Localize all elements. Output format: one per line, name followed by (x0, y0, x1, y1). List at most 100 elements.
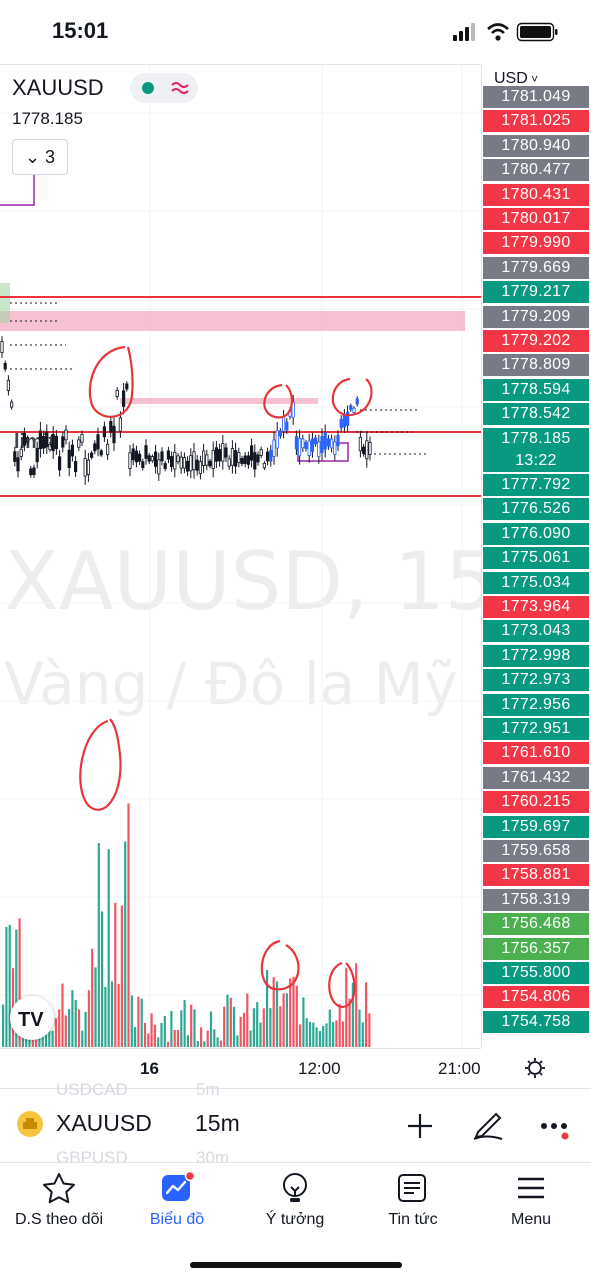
candle-body (256, 454, 260, 463)
volume-bar (236, 1035, 239, 1047)
volume-bar (173, 1029, 176, 1047)
candle-body (45, 431, 49, 447)
candle-body (163, 463, 167, 470)
volume-bar (147, 1033, 150, 1047)
drawing-tools-button[interactable] (470, 1106, 506, 1142)
candle-body (58, 456, 62, 471)
volume-bar (305, 1018, 308, 1047)
volume-bar (140, 998, 143, 1047)
candle-body (230, 448, 234, 466)
chart-symbol-title[interactable]: XAUUSD (12, 75, 104, 100)
volume-bar (322, 1025, 325, 1047)
indicator-collapse-button[interactable]: ⌄ 3 (12, 139, 68, 175)
purple-marker (0, 165, 35, 206)
price-axis-label: 1772.973 (483, 669, 589, 692)
volume-bar (262, 1008, 265, 1047)
price-axis[interactable]: 1781.049 1781.025 1780.940 1780.477 1780.431… (481, 64, 591, 1048)
candle-body (99, 450, 103, 456)
limit-label: limit (14, 431, 55, 453)
candle-body (352, 407, 356, 413)
volume-bar (51, 1030, 54, 1047)
chart-settings-button[interactable] (481, 1048, 591, 1088)
candle-body (301, 438, 305, 449)
volume-bar (134, 1026, 137, 1047)
candle-body (358, 436, 363, 452)
candle-body (294, 436, 299, 450)
volume-bar (348, 998, 351, 1047)
add-button[interactable] (404, 1110, 436, 1142)
candle-body (147, 455, 151, 462)
candle-body (227, 458, 231, 467)
candle-body (19, 448, 23, 457)
candle-body (243, 455, 247, 464)
volume-bar (203, 1041, 206, 1047)
candle-body (285, 421, 289, 431)
price-axis-label: 1772.998 (483, 644, 589, 667)
volume-bar (97, 843, 100, 1047)
price-axis-label: 1780.477 (483, 159, 589, 182)
nav-ideas[interactable]: Ý tưởng (236, 1171, 354, 1241)
candle-body (192, 451, 196, 471)
volume-bar (107, 849, 110, 1047)
nav-news[interactable]: Tin tức (354, 1171, 472, 1241)
nav-chart[interactable]: Biểu đồ (118, 1171, 236, 1241)
candles (0, 336, 372, 485)
currency-select[interactable]: USD ˅ (494, 70, 538, 88)
volume-bar (127, 803, 130, 1047)
time-axis[interactable]: 16 12:00 21:00 (0, 1048, 481, 1089)
candle-body (137, 453, 142, 462)
price-axis-label: 1778.185 13:22 (483, 427, 589, 472)
price-axis-label: 1777.792 (483, 474, 589, 496)
ghost-symbol: USDCAD (56, 1080, 128, 1099)
volume-bar (68, 1009, 71, 1047)
market-status-pill[interactable] (130, 73, 198, 103)
chart-area[interactable]: XAUUSD, 15 Vàng / Đô la Mỹ (0, 64, 481, 1049)
gold-icon (17, 1111, 43, 1137)
volume-bar (186, 1035, 189, 1047)
candle-body (38, 430, 43, 450)
volume-bar (94, 967, 97, 1047)
delay-wave-icon (171, 82, 189, 94)
volume-bar (143, 1022, 147, 1047)
candle-body (217, 449, 222, 462)
volume-bar (302, 997, 305, 1047)
horizontal-levels (0, 296, 481, 497)
candle-body (134, 450, 138, 463)
more-options-button[interactable] (538, 1112, 574, 1142)
nav-label: Tin tức (388, 1211, 438, 1228)
volume-bar (266, 970, 269, 1047)
candle-body (310, 438, 315, 452)
lightbulb-icon (283, 1173, 307, 1202)
volume-bar (361, 1022, 364, 1047)
volume-bar (239, 1016, 242, 1047)
nav-watchlist[interactable]: D.S theo dõi (0, 1171, 118, 1241)
price-axis-label: 1780.431 (483, 183, 589, 206)
volume-bar (196, 1041, 199, 1047)
bottom-nav: D.S theo dõi Biểu đồ Ý tưởng Tin tức (0, 1162, 591, 1281)
volume-bar (335, 1020, 338, 1047)
pen-icon (473, 1112, 503, 1140)
candle-body (365, 440, 369, 460)
candle-body (83, 458, 87, 477)
volume-bar (58, 1009, 61, 1047)
candle-body (237, 452, 241, 463)
volume-bar (101, 911, 104, 1047)
candle-body (185, 460, 190, 472)
volume-bar (153, 1024, 156, 1047)
candlestick-chart[interactable]: limit (0, 65, 481, 1049)
price-axis-label: 1780.017 (483, 208, 589, 230)
candle-body (333, 441, 337, 455)
interval-selector[interactable]: 15m (195, 1110, 240, 1136)
candle-body (150, 456, 154, 462)
symbol-selector[interactable]: XAUUSD (56, 1110, 152, 1136)
candle-body (269, 449, 273, 462)
price-axis-label: 1776.090 (483, 522, 589, 545)
price-axis-label: 1775.061 (483, 547, 589, 570)
candle-body (307, 440, 311, 456)
nav-menu[interactable]: Menu (472, 1171, 590, 1241)
candle-body (233, 450, 238, 467)
price-axis-label: 1754.758 (483, 1010, 589, 1033)
volume-bar (8, 925, 11, 1047)
volume-bar (180, 1010, 183, 1047)
volume-bar (104, 986, 107, 1047)
